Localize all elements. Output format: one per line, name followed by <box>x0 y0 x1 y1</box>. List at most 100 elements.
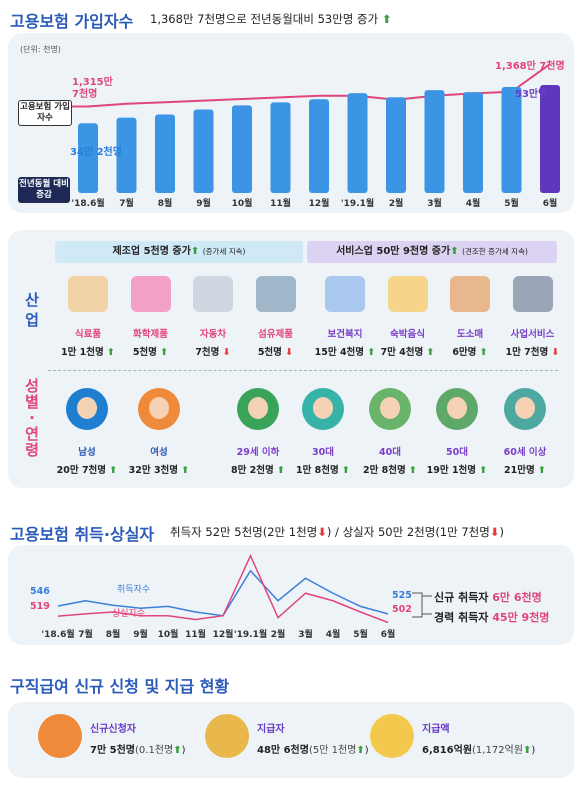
demographic-value-row: 20만 7천명 ⬆ <box>52 462 122 476</box>
up-arrow-icon: ⬆ <box>173 745 182 756</box>
loss-series-label: 상실자수 <box>112 609 146 619</box>
manufacturing-header: 제조업 5천명 증가⬆ (증가세 지속) <box>55 241 303 263</box>
acquisition-line <box>57 569 389 617</box>
bar-3 <box>193 109 214 193</box>
demographic-value-row: 32만 3천명 ⬆ <box>124 462 194 476</box>
month-label: 4월 <box>325 630 341 640</box>
experienced-acquirer: 경력 취득자 45만 9천명 <box>434 609 549 625</box>
new-acquirer-value: 6만 6천명 <box>492 591 542 604</box>
loss-line <box>57 553 389 624</box>
benefit-value: 6,816억원 <box>422 745 473 756</box>
industry-value-row: 5천명 ⬇ <box>241 344 311 358</box>
industry-value: 1만 1천명 <box>60 347 104 358</box>
month-label: 9월 <box>196 199 211 209</box>
month-label: 12월 <box>212 630 234 640</box>
service-header-text: 서비스업 50만 9천명 증가 <box>336 246 451 257</box>
up-arrow-icon: ⬆ <box>338 465 351 476</box>
person-avatar-icon <box>237 388 279 430</box>
month-label: 10월 <box>231 199 253 209</box>
store-sale-icon <box>450 276 490 312</box>
thread-spool-icon <box>255 276 296 312</box>
legend-bar-box: 전년동월 대비 증감 <box>18 177 70 203</box>
up-arrow-icon: ⬆ <box>178 465 190 476</box>
industry-value: 15만 4천명 <box>314 347 365 358</box>
unit-label: (단위: 천명) <box>20 45 61 54</box>
month-label: 12월 <box>308 199 330 209</box>
benefit-value: 48만 6천명 <box>257 745 309 756</box>
benefit-value-row: 48만 6천명(5만 1천명⬆) <box>257 741 369 756</box>
down-arrow-icon: ⬇ <box>489 525 500 539</box>
recipient-coins-icon <box>205 714 249 758</box>
subtitle-loss: ) / 상실자 50만 2천명(1만 7천명 <box>326 525 490 539</box>
month-label: 11월 <box>185 630 206 640</box>
loss-first-value: 519 <box>30 601 50 612</box>
up-arrow-icon: ⬆ <box>534 465 546 476</box>
industry-value-row: 1만 7천명 ⬇ <box>498 344 568 358</box>
section4-title: 구직급여 신규 신청 및 지급 현황 <box>10 677 230 696</box>
month-label: 11월 <box>270 199 291 209</box>
demographic-value: 8만 2천명 <box>230 465 274 476</box>
benefit-delta: (5만 1천명 <box>308 745 357 756</box>
bar-12 <box>540 85 560 193</box>
month-label: 10월 <box>157 630 179 640</box>
service-note: (견조한 증가세 지속) <box>462 247 528 256</box>
applicant-person-icon <box>38 714 82 758</box>
bar-1 <box>116 117 137 193</box>
divider <box>48 370 558 371</box>
face-icon <box>313 397 333 419</box>
won-coin-hand-icon <box>370 714 414 758</box>
month-label: '18.6월 <box>71 199 105 209</box>
face-icon <box>248 397 268 419</box>
up-arrow-icon: ⬆ <box>356 745 365 756</box>
subtitle-close: ) <box>499 525 504 539</box>
month-label: 9월 <box>133 630 148 640</box>
demographic-value: 32만 3천명 <box>128 465 179 476</box>
demographic-name: 29세 이하 <box>236 447 280 458</box>
person-avatar-icon <box>504 388 546 430</box>
up-arrow-icon: ⬆ <box>476 465 488 476</box>
demographic-name: 여성 <box>150 447 168 458</box>
down-arrow-icon: ⬇ <box>317 525 327 539</box>
first-bar-value: 34만 2천명 <box>70 147 122 158</box>
subtitle-acq: 취득자 52만 5천명(2만 1천명 <box>170 525 318 539</box>
industry-value-row: 1만 1천명 ⬆ <box>53 344 123 358</box>
demographic-name: 50대 <box>446 447 468 458</box>
bar-8 <box>386 97 406 193</box>
industry-value-row: 7만 4천명 ⬆ <box>373 344 443 358</box>
up-arrow-icon: ⬆ <box>405 465 418 476</box>
acquisition-chart-panel <box>8 545 574 645</box>
new-acquirer: 신규 취득자 6만 6천명 <box>434 589 542 605</box>
person-avatar-icon <box>66 388 108 430</box>
benefit-label: 지급자 <box>257 724 285 735</box>
demographic-name: 30대 <box>312 447 334 458</box>
section1-subtitle-text: 1,368만 7천명으로 전년동월대비 53만명 증가 <box>150 12 379 26</box>
benefit-label: 신규신청자 <box>90 724 136 735</box>
industry-value-row: 15만 4천명 ⬆ <box>310 344 380 358</box>
benefit-value-row: 7만 5천명(0.1천명⬆) <box>90 741 186 756</box>
demographic-value: 19만 1천명 <box>426 465 477 476</box>
face-icon <box>77 397 97 419</box>
acquisition-chart <box>57 553 389 624</box>
person-avatar-icon <box>138 388 180 430</box>
new-acquirer-label: 신규 취득자 <box>434 591 489 604</box>
up-arrow-icon: ⬆ <box>423 347 435 358</box>
industry-value: 5천명 <box>132 347 157 358</box>
industry-name: 섬유제품 <box>258 329 293 340</box>
demographic-value: 1만 8천명 <box>295 465 339 476</box>
person-avatar-icon <box>436 388 478 430</box>
month-label: '19.1월 <box>340 199 375 209</box>
up-arrow-icon: ⬆ <box>381 12 392 26</box>
up-arrow-icon: ⬆ <box>450 246 459 257</box>
bar-5 <box>270 102 291 193</box>
bar-7 <box>347 93 368 193</box>
industry-name: 도소매 <box>456 329 484 340</box>
up-arrow-icon: ⬆ <box>522 745 532 756</box>
industry-value: 5천명 <box>257 347 282 358</box>
industry-value: 6만명 <box>452 347 477 358</box>
bar-4 <box>232 105 252 193</box>
month-label: 3월 <box>427 199 442 209</box>
industry-demographic-panel <box>8 230 574 488</box>
industry-name: 사업서비스 <box>510 329 555 340</box>
month-label: 2월 <box>270 630 286 640</box>
demographic-side-label: 성 별 · 연 령 <box>25 377 39 459</box>
